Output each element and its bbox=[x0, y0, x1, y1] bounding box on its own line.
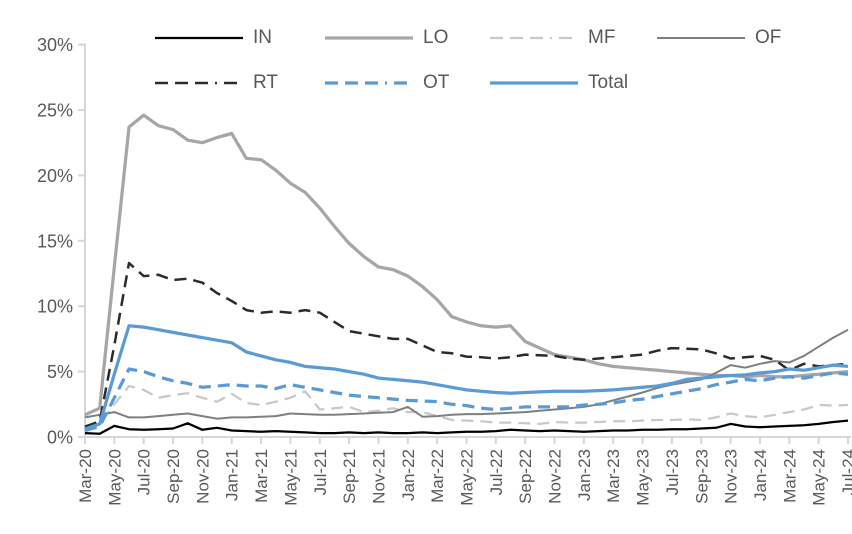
x-axis-tick-labels: Mar-20 May-20 Jul-20 Sep-20 Nov-20 Jan-21 Mar-… bbox=[76, 449, 852, 506]
x-tick-label: May-21 bbox=[281, 449, 300, 506]
y-tick-label: 0% bbox=[47, 428, 73, 448]
x-tick-label: Jan-23 bbox=[575, 449, 594, 501]
x-tick-label: Nov-21 bbox=[369, 449, 388, 504]
legend-line-LO bbox=[325, 36, 413, 40]
legend-item-MF: MF bbox=[490, 26, 615, 50]
x-tick-label: Nov-22 bbox=[546, 449, 565, 504]
x-tick-label: Nov-20 bbox=[193, 449, 212, 504]
x-tick-label: Jul-23 bbox=[663, 449, 682, 495]
x-tick-label: Mar-23 bbox=[604, 449, 623, 503]
legend-label-OF: OF bbox=[755, 27, 782, 48]
y-axis bbox=[78, 43, 86, 438]
legend-item-OT: OT bbox=[325, 71, 449, 95]
x-tick-label: May-24 bbox=[810, 449, 829, 506]
legend-item-IN: IN bbox=[155, 26, 272, 50]
series-line-Total bbox=[84, 324, 849, 431]
chart-legend: IN LO MF OF RT OT Total bbox=[0, 0, 852, 110]
y-tick-label: 30% bbox=[37, 35, 73, 55]
x-tick-label: Jul-22 bbox=[487, 449, 506, 495]
x-tick-label: Jul-20 bbox=[135, 449, 154, 495]
legend-line-OF bbox=[657, 37, 745, 39]
x-tick-label: Mar-22 bbox=[428, 449, 447, 503]
series-line-OT bbox=[84, 367, 849, 433]
x-tick-label: Jan-24 bbox=[751, 449, 770, 501]
series-line-IN bbox=[84, 419, 849, 435]
legend-line-RT bbox=[155, 81, 243, 85]
legend-label-RT: RT bbox=[253, 72, 278, 93]
x-tick-label: Jul-24 bbox=[839, 449, 852, 495]
legend-line-MF bbox=[490, 36, 578, 40]
y-tick-label: 15% bbox=[37, 231, 73, 251]
x-tick-label: Mar-24 bbox=[780, 449, 799, 503]
legend-label-LO: LO bbox=[423, 27, 449, 48]
x-tick-label: Mar-20 bbox=[76, 449, 95, 503]
legend-line-OT bbox=[325, 81, 413, 85]
x-tick-label: Sep-21 bbox=[340, 449, 359, 504]
series-line-RT bbox=[84, 261, 849, 428]
series-line-LO bbox=[84, 113, 849, 417]
legend-label-IN: IN bbox=[253, 27, 272, 48]
legend-label-OT: OT bbox=[423, 72, 450, 93]
x-tick-label: May-20 bbox=[105, 449, 124, 506]
legend-label-Total: Total bbox=[588, 72, 629, 93]
y-tick-label: 20% bbox=[37, 166, 73, 186]
legend-item-Total: Total bbox=[490, 71, 628, 95]
y-tick-label: 25% bbox=[37, 101, 73, 121]
legend-label-MF: MF bbox=[588, 27, 616, 48]
y-axis-tick-labels: 0% 5% 10% 15% 20% 25% 30% bbox=[37, 35, 73, 447]
y-tick-label: 10% bbox=[37, 297, 73, 317]
series-line-MF bbox=[84, 384, 849, 428]
x-tick-label: Nov-23 bbox=[722, 449, 741, 504]
x-axis bbox=[84, 436, 851, 444]
legend-item-OF: OF bbox=[657, 26, 781, 50]
x-tick-label: Sep-22 bbox=[516, 449, 535, 504]
legend-item-LO: LO bbox=[325, 26, 448, 50]
x-tick-label: Jul-21 bbox=[311, 449, 330, 495]
legend-line-IN bbox=[155, 36, 243, 40]
series-line-OF bbox=[84, 328, 849, 420]
x-tick-label: Sep-23 bbox=[692, 449, 711, 504]
x-tick-label: Mar-21 bbox=[252, 449, 271, 503]
legend-item-RT: RT bbox=[155, 71, 278, 95]
x-tick-label: Sep-20 bbox=[164, 449, 183, 504]
x-tick-label: Jan-22 bbox=[399, 449, 418, 501]
legend-line-Total bbox=[490, 81, 578, 85]
x-tick-label: Jan-21 bbox=[223, 449, 242, 501]
x-tick-label: May-22 bbox=[458, 449, 477, 506]
x-tick-label: May-23 bbox=[634, 449, 653, 506]
y-tick-label: 5% bbox=[47, 362, 73, 382]
